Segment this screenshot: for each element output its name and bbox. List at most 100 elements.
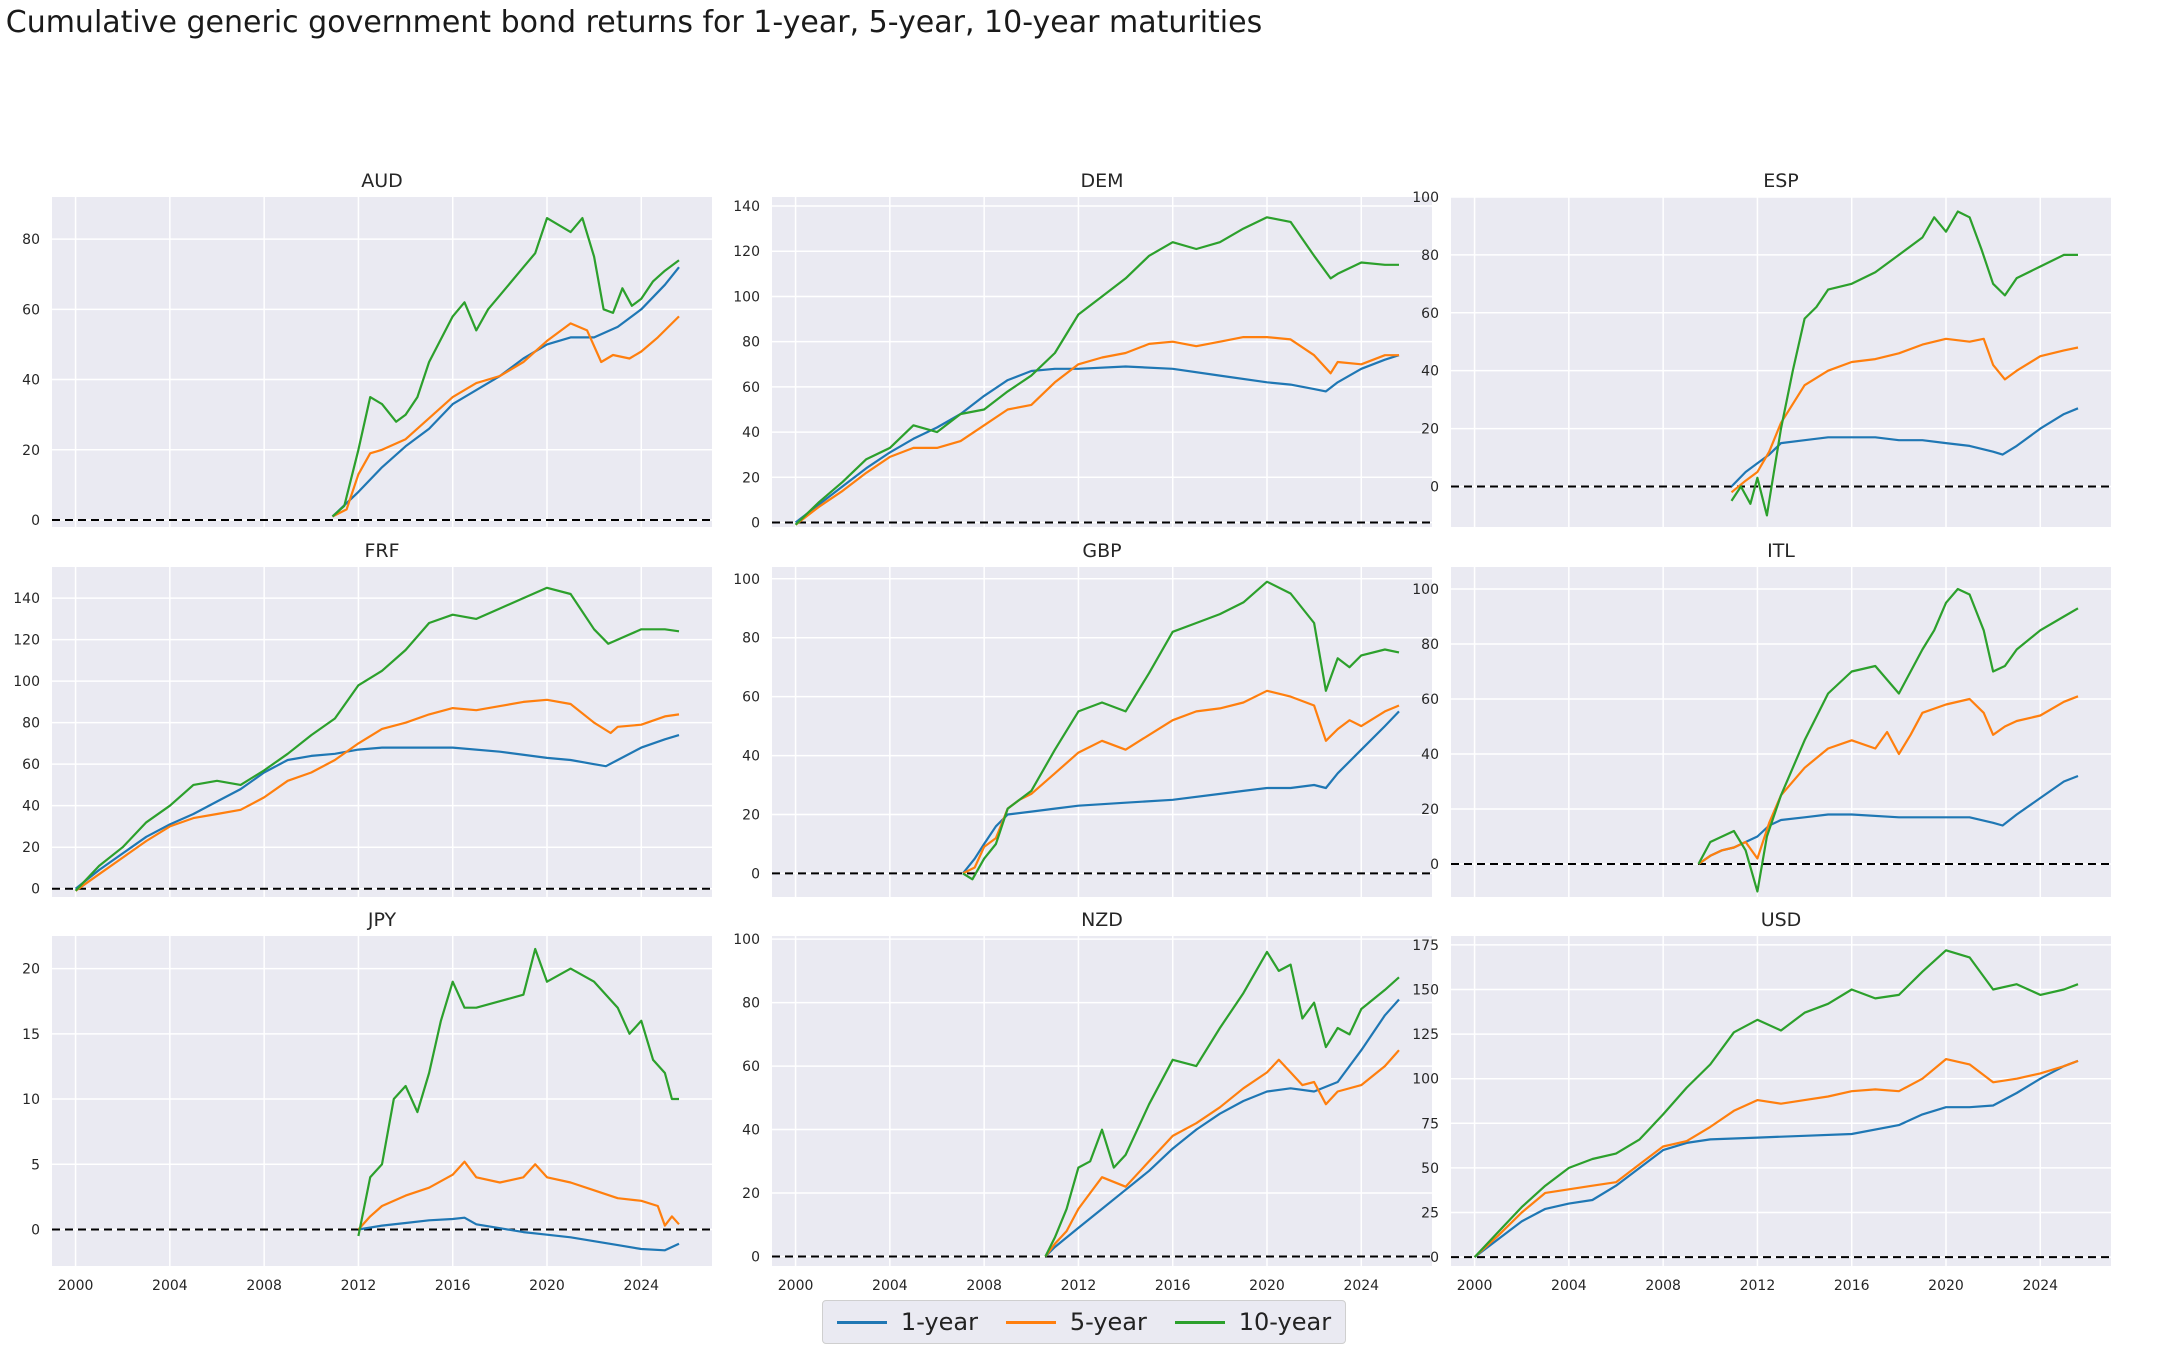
y-tick-label: 60 [22, 757, 40, 773]
y-tick-label: 40 [742, 749, 760, 765]
legend: 1-year 5-year 10-year [822, 1300, 1346, 1344]
subplot-jpy: 2000 2004 2008 2012 2016 2020 2024 0 5 10 15 20 JPY [22, 909, 712, 1294]
series-line-10-year [357, 947, 679, 1237]
x-tick-label: 2000 [58, 1278, 94, 1294]
x-tick-label: 2012 [1740, 1278, 1776, 1294]
y-tick-label: 0 [31, 882, 40, 898]
y-tick-label: 0 [31, 1222, 40, 1238]
series-line-10-year [331, 217, 680, 518]
legend-label-5-year: 5-year [1069, 1308, 1147, 1336]
series-line-10-year [1473, 949, 2079, 1258]
y-tick-label: 140 [13, 591, 40, 607]
subplot-dem: 0 20 40 60 80 100 120 140 DEM [733, 170, 1432, 531]
subplot-gbp: 0 20 40 60 80 100 GBP [733, 540, 1432, 897]
subplot-title: ITL [1767, 540, 1795, 562]
subplot-title: ESP [1763, 170, 1799, 192]
y-tick-label: 100 [733, 932, 760, 948]
y-tick-label: 20 [1421, 802, 1439, 818]
y-tick-label: 60 [1421, 306, 1439, 322]
subplot-title: DEM [1080, 170, 1123, 192]
y-tick-label: 40 [1421, 747, 1439, 763]
subplot-title: JPY [367, 909, 397, 931]
x-tick-label: 2016 [1155, 1278, 1191, 1294]
y-tick-label: 40 [742, 1123, 760, 1139]
plot-area [772, 936, 1432, 1266]
y-tick-label: 60 [1421, 692, 1439, 708]
y-tick-label: 0 [751, 866, 760, 882]
series-line-5-year [357, 1160, 680, 1231]
series-line-5-year [74, 698, 680, 892]
y-tick-label: 60 [742, 380, 760, 396]
x-tick-label: 2012 [1061, 1278, 1097, 1294]
series-line-10-year [794, 216, 1399, 526]
y-tick-label: 80 [22, 716, 40, 732]
x-tick-label: 2000 [1457, 1278, 1493, 1294]
x-tick-label: 2024 [1343, 1278, 1379, 1294]
y-tick-label: 100 [733, 572, 760, 588]
series-line-10-year [1697, 587, 2079, 893]
y-tick-label: 120 [733, 244, 760, 260]
y-tick-label: 125 [1412, 1027, 1439, 1043]
y-tick-label: 40 [22, 373, 40, 389]
x-tick-label: 2016 [1834, 1278, 1870, 1294]
y-tick-label: 0 [751, 1249, 760, 1265]
y-tick-label: 20 [1421, 422, 1439, 438]
x-tick-label: 2000 [778, 1278, 814, 1294]
subplot-itl: 0 20 40 60 80 100 ITL [1412, 540, 2111, 897]
subplot-aud: 0 20 40 60 80 AUD [22, 170, 712, 529]
y-tick-label: 50 [1421, 1161, 1439, 1177]
plot-area [52, 936, 712, 1266]
series-line-5-year [1697, 695, 2079, 865]
legend-swatch-1-year [836, 1320, 887, 1324]
series-line-1-year [74, 734, 680, 890]
series-line-1-year [1044, 998, 1400, 1258]
y-tick-label: 80 [742, 335, 760, 351]
series-line-1-year [331, 266, 680, 518]
y-tick-label: 0 [1430, 857, 1439, 873]
x-tick-label: 2004 [152, 1278, 188, 1294]
subplot-usd: 2000 2004 2008 2012 2016 2020 2024 0 25 50 75 100 12… [1412, 909, 2111, 1294]
plot-area [1451, 197, 2111, 527]
plot-area [772, 567, 1432, 897]
y-tick-label: 140 [733, 199, 760, 215]
series-line-5-year [332, 315, 680, 518]
y-tick-label: 25 [1421, 1205, 1439, 1221]
series-line-10-year [1044, 950, 1400, 1257]
subplot-title: USD [1761, 909, 1802, 931]
y-tick-label: 80 [742, 996, 760, 1012]
x-tick-label: 2008 [1645, 1278, 1681, 1294]
x-tick-label: 2024 [2022, 1278, 2058, 1294]
series-line-10-year [1730, 210, 2078, 517]
legend-label-10-year: 10-year [1238, 1308, 1332, 1336]
x-tick-label: 2020 [1928, 1278, 1964, 1294]
y-tick-label: 100 [733, 289, 760, 305]
x-tick-label: 2004 [872, 1278, 908, 1294]
legend-item-1-year: 1-year [836, 1308, 978, 1336]
y-tick-label: 80 [22, 232, 40, 248]
y-tick-label: 40 [1421, 364, 1439, 380]
y-tick-label: 120 [13, 633, 40, 649]
legend-item-10-year: 10-year [1174, 1308, 1332, 1336]
legend-swatch-5-year [1005, 1320, 1056, 1324]
y-tick-label: 10 [22, 1092, 40, 1108]
series-line-1-year [962, 710, 1400, 875]
subplot-title: NZD [1081, 909, 1123, 931]
x-tick-label: 2020 [529, 1278, 565, 1294]
y-tick-label: 0 [1430, 479, 1439, 495]
y-tick-label: 100 [1412, 190, 1439, 206]
y-tick-label: 100 [1412, 1072, 1439, 1088]
y-tick-label: 75 [1421, 1116, 1439, 1132]
subplot-nzd: 2000 2004 2008 2012 2016 2020 2024 0 20 40 60 80 100… [733, 909, 1432, 1294]
series-line-5-year [1473, 1058, 2079, 1258]
series-line-1-year [1473, 1059, 2079, 1258]
y-tick-label: 20 [742, 470, 760, 486]
y-tick-label: 40 [742, 425, 760, 441]
x-tick-label: 2008 [246, 1278, 282, 1294]
y-tick-label: 20 [22, 840, 40, 856]
y-tick-label: 60 [22, 302, 40, 318]
series-line-5-year [794, 336, 1399, 526]
subplot-title: FRF [364, 540, 399, 562]
y-tick-label: 60 [742, 1059, 760, 1075]
y-tick-label: 80 [1421, 248, 1439, 264]
figure-title: Cumulative generic government bond retur… [6, 5, 1262, 40]
